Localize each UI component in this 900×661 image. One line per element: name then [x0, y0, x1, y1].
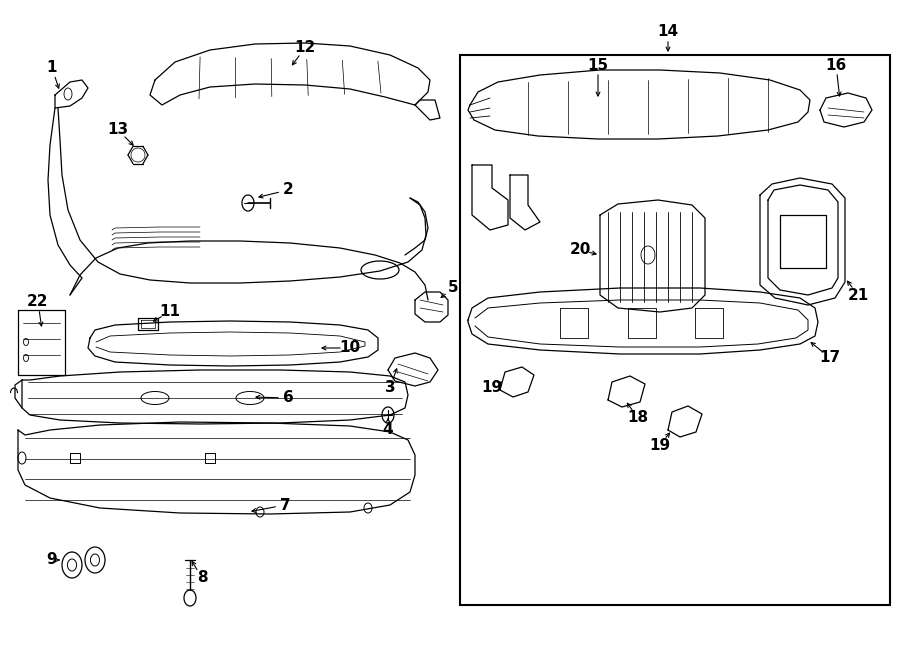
- Bar: [460, 55, 890, 605]
- Text: 17: 17: [819, 350, 841, 366]
- Text: 15: 15: [588, 58, 608, 73]
- Text: 21: 21: [848, 288, 868, 303]
- Text: 12: 12: [294, 40, 316, 56]
- Text: 20: 20: [570, 243, 590, 258]
- Text: 2: 2: [283, 182, 293, 198]
- Text: 10: 10: [339, 340, 361, 356]
- Text: 9: 9: [47, 553, 58, 568]
- Text: 6: 6: [283, 391, 293, 405]
- Text: 11: 11: [159, 305, 181, 319]
- Text: 22: 22: [27, 295, 49, 309]
- Text: 16: 16: [825, 58, 847, 73]
- Text: 14: 14: [657, 24, 679, 40]
- Text: 19: 19: [650, 438, 670, 453]
- Text: 5: 5: [447, 280, 458, 295]
- Text: 3: 3: [384, 381, 395, 395]
- Text: 13: 13: [107, 122, 129, 137]
- Text: 7: 7: [280, 498, 291, 512]
- Text: 18: 18: [627, 410, 649, 426]
- Text: 8: 8: [197, 570, 207, 586]
- Text: 1: 1: [47, 61, 58, 75]
- Text: 4: 4: [382, 422, 393, 438]
- Text: 19: 19: [482, 381, 502, 395]
